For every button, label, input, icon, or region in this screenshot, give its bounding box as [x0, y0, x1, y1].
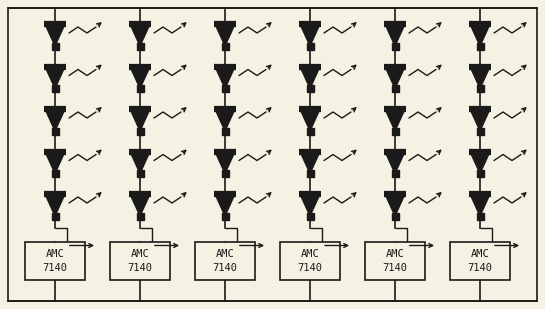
Bar	[221, 43, 228, 49]
Bar	[280, 242, 340, 280]
Bar	[221, 128, 228, 134]
Bar	[391, 213, 398, 219]
Polygon shape	[215, 194, 235, 216]
Bar	[391, 85, 398, 92]
Polygon shape	[470, 151, 490, 173]
Polygon shape	[385, 194, 405, 216]
Polygon shape	[385, 66, 405, 88]
Bar	[306, 85, 313, 92]
Bar	[221, 85, 228, 92]
Polygon shape	[385, 24, 405, 46]
Text: AMC
7140: AMC 7140	[468, 249, 493, 273]
Polygon shape	[130, 194, 150, 216]
Polygon shape	[45, 24, 65, 46]
Polygon shape	[385, 151, 405, 173]
Polygon shape	[470, 24, 490, 46]
Bar	[391, 43, 398, 49]
Polygon shape	[300, 194, 320, 216]
Polygon shape	[300, 109, 320, 131]
Bar	[51, 85, 58, 92]
Bar	[110, 242, 170, 280]
Polygon shape	[470, 66, 490, 88]
Bar	[136, 128, 143, 134]
Text: AMC
7140: AMC 7140	[298, 249, 323, 273]
Bar	[51, 128, 58, 134]
Text: AMC
7140: AMC 7140	[383, 249, 408, 273]
Bar	[476, 128, 483, 134]
Bar	[25, 242, 85, 280]
Bar	[136, 213, 143, 219]
Bar	[306, 170, 313, 177]
Polygon shape	[45, 151, 65, 173]
Bar	[136, 85, 143, 92]
Bar	[136, 43, 143, 49]
Polygon shape	[130, 24, 150, 46]
Polygon shape	[130, 151, 150, 173]
Bar	[51, 213, 58, 219]
Polygon shape	[300, 151, 320, 173]
Bar	[391, 170, 398, 177]
Text: AMC
7140: AMC 7140	[128, 249, 153, 273]
Polygon shape	[130, 109, 150, 131]
Polygon shape	[470, 109, 490, 131]
Polygon shape	[130, 66, 150, 88]
Polygon shape	[45, 194, 65, 216]
Polygon shape	[385, 109, 405, 131]
Bar	[476, 170, 483, 177]
Text: AMC
7140: AMC 7140	[213, 249, 238, 273]
Polygon shape	[45, 66, 65, 88]
Polygon shape	[300, 66, 320, 88]
Text: AMC
7140: AMC 7140	[43, 249, 68, 273]
Polygon shape	[215, 24, 235, 46]
Polygon shape	[215, 151, 235, 173]
Polygon shape	[470, 194, 490, 216]
Bar	[365, 242, 425, 280]
Polygon shape	[45, 109, 65, 131]
Bar	[306, 128, 313, 134]
Bar	[391, 128, 398, 134]
Polygon shape	[300, 24, 320, 46]
Bar	[476, 213, 483, 219]
Bar	[51, 43, 58, 49]
Bar	[221, 213, 228, 219]
Bar	[136, 170, 143, 177]
Bar	[476, 43, 483, 49]
Bar	[195, 242, 255, 280]
Bar	[450, 242, 510, 280]
Bar	[51, 170, 58, 177]
Polygon shape	[215, 109, 235, 131]
Polygon shape	[215, 66, 235, 88]
Bar	[306, 43, 313, 49]
Bar	[221, 170, 228, 177]
Bar	[306, 213, 313, 219]
Bar	[476, 85, 483, 92]
